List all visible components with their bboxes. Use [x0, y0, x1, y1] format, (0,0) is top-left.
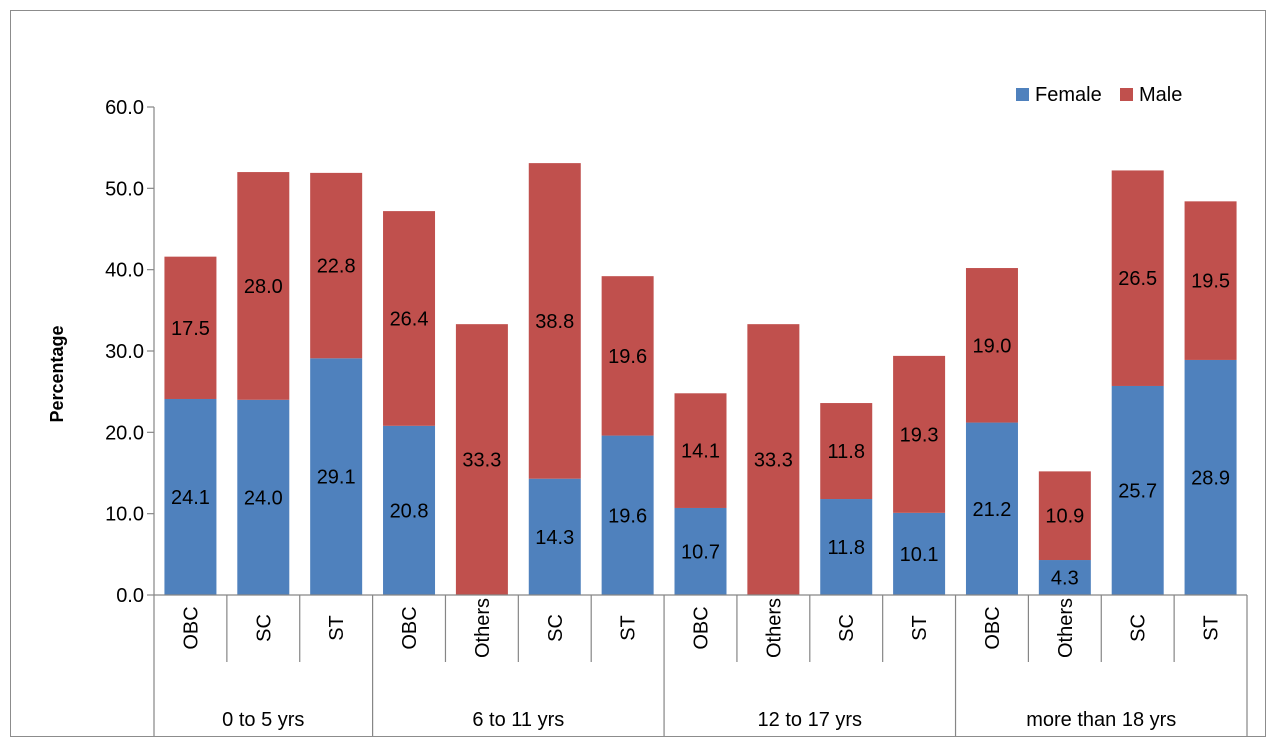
data-label-male: 17.5	[171, 318, 210, 340]
x-tick-label: OBC	[399, 606, 421, 649]
data-label-female: 19.6	[608, 505, 647, 527]
axes: 0.0 10.0 20.0 30.0 40.0 50.0 60.0	[105, 97, 155, 607]
bar-female	[383, 425, 436, 595]
data-label-male: 22.8	[317, 256, 356, 278]
x-group-label: 12 to 17 yrs	[758, 709, 863, 731]
data-label-male: 19.5	[1191, 271, 1230, 293]
data-label-female: 28.9	[1191, 467, 1230, 489]
bar-female	[310, 358, 363, 595]
x-tick-label: SC	[545, 614, 567, 642]
bar-female	[965, 422, 1018, 595]
y-axis-label: Percentage	[47, 325, 67, 422]
data-label-male: 19.3	[900, 424, 939, 446]
data-label-male: 19.0	[972, 335, 1011, 357]
data-label-male: 19.6	[608, 346, 647, 368]
bar-male	[1111, 170, 1164, 386]
legend: Female Male	[1016, 84, 1182, 106]
bar-male	[820, 403, 873, 500]
legend-label-female: Female	[1035, 84, 1102, 106]
bar-male	[310, 172, 363, 359]
bar-male	[674, 393, 727, 508]
bar-male	[893, 355, 946, 513]
y-tick-label: 30.0	[105, 341, 144, 363]
data-label-female: 14.3	[535, 527, 574, 549]
data-label-female: 24.0	[244, 487, 283, 509]
data-label-female: 29.1	[317, 467, 356, 489]
data-label-male: 33.3	[462, 450, 501, 472]
data-label-female: 20.8	[390, 500, 429, 522]
x-group-label: more than 18 yrs	[1026, 709, 1176, 731]
data-label-male: 11.8	[828, 441, 865, 463]
bar-male	[237, 172, 290, 400]
data-label-female: 10.7	[681, 541, 720, 563]
bars	[164, 163, 1237, 595]
data-label-female: 24.1	[171, 487, 210, 509]
y-tick-label: 50.0	[105, 178, 144, 200]
x-group-label: 0 to 5 yrs	[222, 709, 304, 731]
data-label-male: 33.3	[754, 450, 793, 472]
data-labels: 24.1 17.5 24.0 28.0 29.1 22.8 20.8 26.4 33.3 14.3…	[171, 256, 1230, 590]
legend-swatch-female	[1016, 88, 1029, 101]
x-tick-label: Others	[1055, 598, 1077, 658]
x-tick-label: ST	[909, 615, 931, 641]
y-tick-label: 40.0	[105, 260, 144, 282]
bar-male	[164, 256, 217, 399]
x-tick-label: SC	[1128, 614, 1150, 642]
bar-female	[1184, 359, 1237, 595]
data-label-female: 10.1	[900, 544, 939, 566]
y-tick-label: 20.0	[105, 422, 144, 444]
bar-female	[820, 499, 873, 595]
data-label-male: 26.4	[390, 308, 429, 330]
bar-male	[455, 324, 508, 595]
data-label-male: 10.9	[1045, 506, 1084, 528]
x-axis: OBC SC ST OBC Others SC ST OBC Others SC ST OBC Othe…	[153, 594, 1248, 736]
data-label-male: 14.1	[681, 441, 720, 463]
data-label-female: 11.8	[828, 537, 865, 559]
bar-female	[1038, 560, 1091, 595]
legend-swatch-male	[1120, 88, 1133, 101]
x-tick-label: OBC	[982, 606, 1004, 649]
x-tick-label: SC	[253, 614, 275, 642]
bar-male	[383, 211, 436, 426]
y-tick-label: 10.0	[105, 504, 144, 526]
bar-male	[1038, 471, 1091, 561]
data-label-male: 28.0	[244, 276, 283, 298]
x-tick-label: SC	[836, 614, 858, 642]
y-tick-label: 60.0	[105, 97, 144, 119]
bar-female	[164, 398, 217, 595]
y-tick-label: 0.0	[116, 585, 144, 607]
bar-female	[1111, 385, 1164, 595]
x-tick-label: ST	[326, 615, 348, 641]
x-group-label: 6 to 11 yrs	[472, 709, 564, 731]
data-label-male: 26.5	[1118, 268, 1157, 290]
bar-male	[1184, 201, 1237, 360]
bar-female	[893, 512, 946, 595]
data-label-female: 25.7	[1118, 480, 1157, 502]
x-tick-label: ST	[1201, 615, 1223, 641]
bar-female	[674, 507, 727, 595]
bar-female	[237, 399, 290, 595]
bar-female	[601, 435, 654, 595]
legend-label-male: Male	[1139, 84, 1182, 106]
bar-male	[528, 163, 581, 479]
chart-frame	[10, 10, 1266, 737]
x-tick-label: OBC	[691, 606, 713, 649]
data-label-female: 21.2	[972, 499, 1011, 521]
bar-male	[747, 324, 800, 595]
data-label-male: 38.8	[535, 311, 574, 333]
bar-male	[965, 268, 1018, 423]
bar-female	[528, 478, 581, 595]
bar-male	[601, 276, 654, 436]
x-tick-label: OBC	[180, 606, 202, 649]
x-tick-label: Others	[472, 598, 494, 658]
x-tick-label: Others	[763, 598, 785, 658]
x-tick-label: ST	[618, 615, 640, 641]
data-label-female: 4.3	[1051, 568, 1079, 590]
